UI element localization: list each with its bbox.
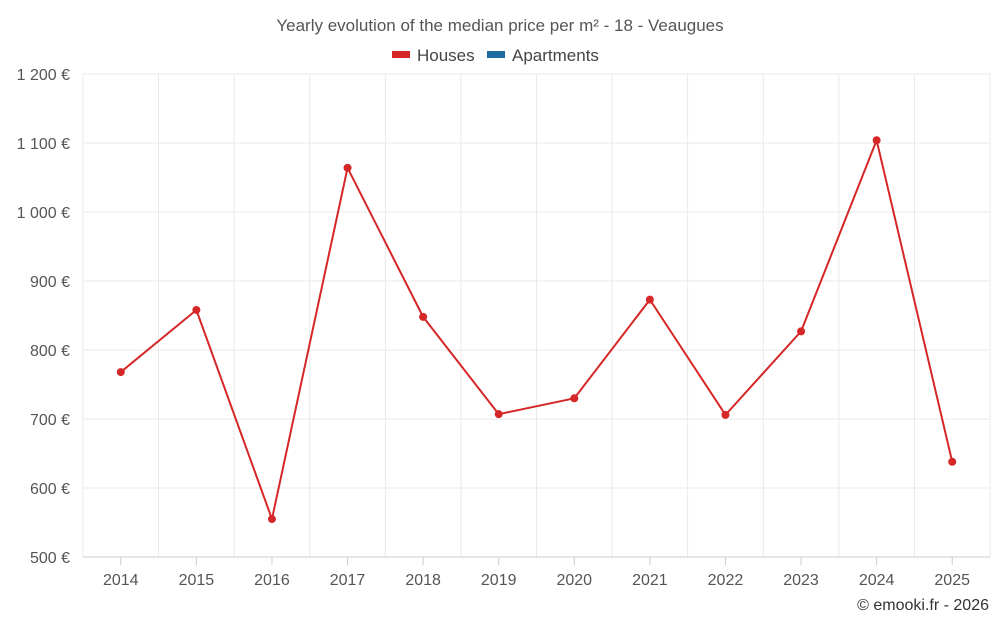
data-point-2021[interactable] xyxy=(645,295,654,304)
data-point-2017[interactable] xyxy=(343,163,352,172)
x-tick-label: 2016 xyxy=(254,572,290,589)
data-point-2016[interactable] xyxy=(267,515,276,524)
data-point-2019[interactable] xyxy=(494,410,503,419)
y-tick-label: 600 € xyxy=(30,481,70,498)
legend-item-houses[interactable]: Houses xyxy=(392,46,475,65)
axes: 500 € 600 € 700 € 800 € 900 € 1 000 € 1 100 € 1… xyxy=(17,67,990,589)
data-point-2022[interactable] xyxy=(721,410,730,419)
legend-label: Houses xyxy=(417,46,475,65)
grid xyxy=(82,73,991,557)
x-tick-label: 2015 xyxy=(179,572,215,589)
data-point-2020[interactable] xyxy=(570,394,579,403)
series-layer xyxy=(116,136,957,524)
x-tick-label: 2020 xyxy=(556,572,592,589)
chart-title: Yearly evolution of the median price per… xyxy=(276,16,723,35)
data-point-2015[interactable] xyxy=(192,305,201,314)
x-tick-label: 2017 xyxy=(330,572,366,589)
data-point-2024[interactable] xyxy=(872,136,881,145)
x-tick-label: 2019 xyxy=(481,572,517,589)
legend: Houses Apartments xyxy=(392,46,599,65)
series-line-houses xyxy=(120,139,954,521)
y-tick-label: 500 € xyxy=(30,550,70,567)
legend-item-apartments[interactable]: Apartments xyxy=(487,46,599,65)
data-point-2014[interactable] xyxy=(116,368,125,377)
x-tick-label: 2024 xyxy=(859,572,895,589)
y-tick-label: 700 € xyxy=(30,412,70,429)
data-point-2025[interactable] xyxy=(948,457,957,466)
credit-text: © emooki.fr - 2026 xyxy=(857,597,989,614)
legend-label: Apartments xyxy=(512,46,599,65)
legend-swatch xyxy=(487,51,505,58)
x-tick-label: 2025 xyxy=(934,572,970,589)
y-tick-label: 1 200 € xyxy=(17,67,70,84)
x-tick-label: 2014 xyxy=(103,572,139,589)
y-tick-label: 1 100 € xyxy=(17,136,70,153)
legend-swatch xyxy=(392,51,410,58)
x-tick-label: 2022 xyxy=(708,572,744,589)
x-tick-label: 2021 xyxy=(632,572,668,589)
data-point-2023[interactable] xyxy=(797,327,806,336)
x-tick-label: 2023 xyxy=(783,572,819,589)
y-tick-label: 1 000 € xyxy=(17,205,70,222)
x-tick-label: 2018 xyxy=(405,572,441,589)
y-tick-label: 900 € xyxy=(30,274,70,291)
data-point-2018[interactable] xyxy=(419,312,428,321)
y-tick-label: 800 € xyxy=(30,343,70,360)
